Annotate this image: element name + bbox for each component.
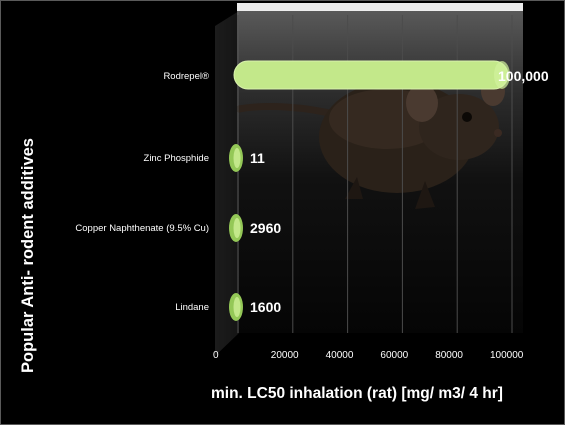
bar <box>233 60 509 90</box>
x-tick-label: 80000 <box>435 350 463 361</box>
category-label: Copper Naphthenate (9.5% Cu) <box>75 223 209 234</box>
x-tick-label: 60000 <box>380 350 408 361</box>
x-tick-label: 100000 <box>490 350 524 361</box>
bar-end-cap <box>233 148 241 168</box>
category-label: Zinc Phosphide <box>144 153 209 164</box>
x-tick-label: 20000 <box>271 350 299 361</box>
data-label: 11 <box>250 150 265 166</box>
x-tick-label: 0 <box>213 350 219 361</box>
data-label: 1600 <box>250 299 281 315</box>
y-axis-title: Popular Anti- rodent additives <box>19 138 37 373</box>
category-label: Lindane <box>175 302 209 313</box>
x-tick-label: 40000 <box>326 350 354 361</box>
plot-top-edge <box>237 3 523 11</box>
rat-photo-illustration <box>237 76 505 209</box>
bar-end-cap <box>233 297 241 317</box>
data-label: 2960 <box>250 220 281 236</box>
data-label: 100,000 <box>498 68 549 84</box>
x-axis-title: min. LC50 inhalation (rat) [mg/ m3/ 4 hr… <box>211 385 503 402</box>
category-label: Rodrepel® <box>163 71 209 82</box>
bar-end-cap <box>494 61 510 89</box>
bar-end-cap <box>233 218 241 238</box>
